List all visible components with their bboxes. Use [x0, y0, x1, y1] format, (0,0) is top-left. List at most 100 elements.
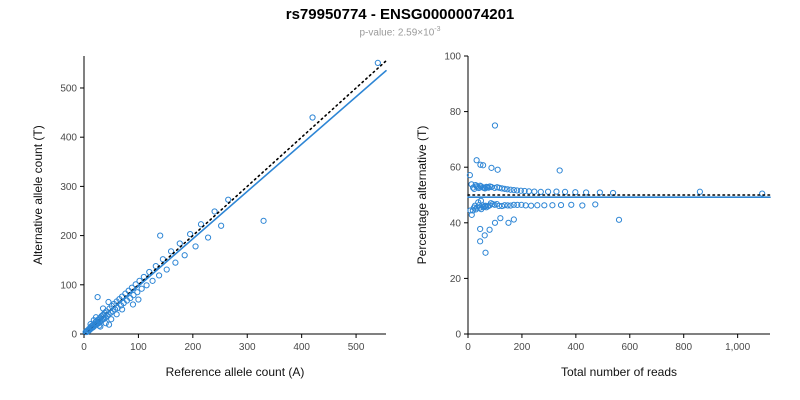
scatter-point	[486, 226, 493, 233]
scatter-point	[374, 59, 381, 66]
scatter-point	[480, 162, 487, 169]
y-axis-title: Percentage alternative (T)	[415, 126, 429, 265]
x-axis-title: Total number of reads	[561, 365, 677, 379]
x-tick-label: 400	[293, 342, 310, 353]
scatter-point	[510, 216, 517, 223]
scatter-point	[163, 266, 170, 273]
scatter-point	[130, 292, 137, 299]
scatter-point	[544, 188, 552, 195]
scatter-point	[568, 201, 575, 208]
scatter-point	[94, 293, 101, 301]
y-tick-label: 60	[450, 163, 462, 174]
scatter-point	[501, 185, 508, 192]
scatter-point	[507, 202, 514, 209]
scatter-point	[494, 166, 501, 173]
scatter-point	[513, 187, 521, 194]
y-tick-label: 0	[455, 330, 461, 341]
scatter-point	[477, 161, 484, 168]
scatter-point	[592, 201, 599, 208]
scatter-point	[105, 298, 112, 306]
x-tick-label: 600	[621, 342, 638, 353]
scatter-point	[118, 306, 126, 313]
scatter-point	[510, 201, 517, 208]
chart-subtitle: p-value: 2.59×10-3	[0, 26, 800, 38]
scatter-point	[491, 219, 499, 226]
y-axis-title: Alternative allele count (T)	[31, 125, 45, 264]
scatter-point	[143, 282, 150, 289]
scatter-point	[553, 188, 560, 195]
x-tick-label: 0	[81, 342, 87, 353]
scatter-point	[477, 238, 484, 245]
y-tick-label: 300	[60, 182, 77, 193]
scatter-point	[309, 114, 316, 121]
scatter-point	[497, 215, 504, 222]
scatter-point	[157, 232, 164, 239]
x-tick-label: 800	[675, 342, 692, 353]
scatter-point	[531, 188, 538, 195]
scatter-point	[466, 172, 473, 179]
scatter-point	[505, 219, 512, 226]
x-axis-title: Reference allele count (A)	[166, 365, 305, 379]
scatter-point	[556, 167, 563, 174]
scatter-point	[759, 190, 766, 197]
pvalue-exponent: -3	[434, 26, 441, 33]
x-tick-label: 1,000	[725, 342, 750, 353]
scatter-point	[557, 201, 565, 209]
scatter-point	[482, 249, 489, 256]
y-tick-label: 100	[60, 280, 77, 291]
scatter-point	[134, 289, 141, 296]
scatter-point	[211, 208, 218, 215]
scatter-point	[583, 189, 590, 196]
right-scatter-plot: 0 200 400 600 800 1,000 0 20 40 60 80 100 Total numb…	[415, 52, 771, 379]
x-tick-label: 0	[465, 342, 471, 353]
scatter-point	[138, 285, 145, 292]
scatter-point	[192, 243, 199, 250]
scatter-point	[187, 231, 194, 238]
y-tick-label: 20	[450, 274, 462, 285]
scatter-point	[468, 211, 475, 218]
scatter-point	[176, 240, 183, 247]
scatter-point	[105, 321, 113, 328]
scatter-point	[197, 221, 205, 228]
scatter-point	[260, 217, 267, 224]
scatter-point	[521, 187, 528, 195]
scatter-point	[561, 188, 569, 196]
scatter-point	[696, 188, 703, 195]
scatter-point	[504, 186, 511, 193]
scatter-point	[468, 181, 475, 188]
scatter-point	[473, 157, 480, 164]
identity-line	[83, 60, 387, 335]
scatter-point	[572, 189, 579, 196]
scatter-point	[152, 262, 159, 270]
y-tick-label: 500	[60, 83, 77, 94]
scatter-point	[537, 188, 544, 196]
scatter-point	[102, 320, 109, 327]
left-scatter-plot: 0 100 200 300 400 500 0 100 200 300 400 500 Referenc…	[31, 56, 387, 379]
scatter-point	[579, 202, 586, 209]
scatter-point	[491, 122, 499, 129]
scatter-point	[498, 202, 506, 210]
scatter-point	[172, 259, 179, 266]
scatter-point	[113, 311, 120, 318]
x-tick-label: 100	[130, 342, 147, 353]
fit-line	[83, 69, 387, 335]
y-tick-label: 40	[450, 218, 462, 229]
x-tick-label: 300	[239, 342, 256, 353]
y-tick-label: 100	[444, 52, 461, 63]
y-tick-label: 80	[450, 107, 462, 118]
x-tick-label: 500	[348, 342, 365, 353]
scatter-point	[507, 186, 514, 193]
scatter-point	[501, 202, 508, 209]
scatter-point	[518, 201, 525, 208]
scatter-point	[615, 216, 623, 223]
scatter-point	[140, 273, 147, 281]
scatter-point	[488, 164, 495, 171]
scatter-point	[514, 201, 521, 208]
scatter-point	[181, 252, 188, 259]
scatter-point	[504, 202, 511, 209]
y-tick-label: 200	[60, 231, 77, 242]
scatter-point	[534, 202, 541, 209]
scatter-point	[527, 202, 535, 209]
scatter-point	[517, 187, 524, 194]
scatter-point	[167, 248, 175, 255]
